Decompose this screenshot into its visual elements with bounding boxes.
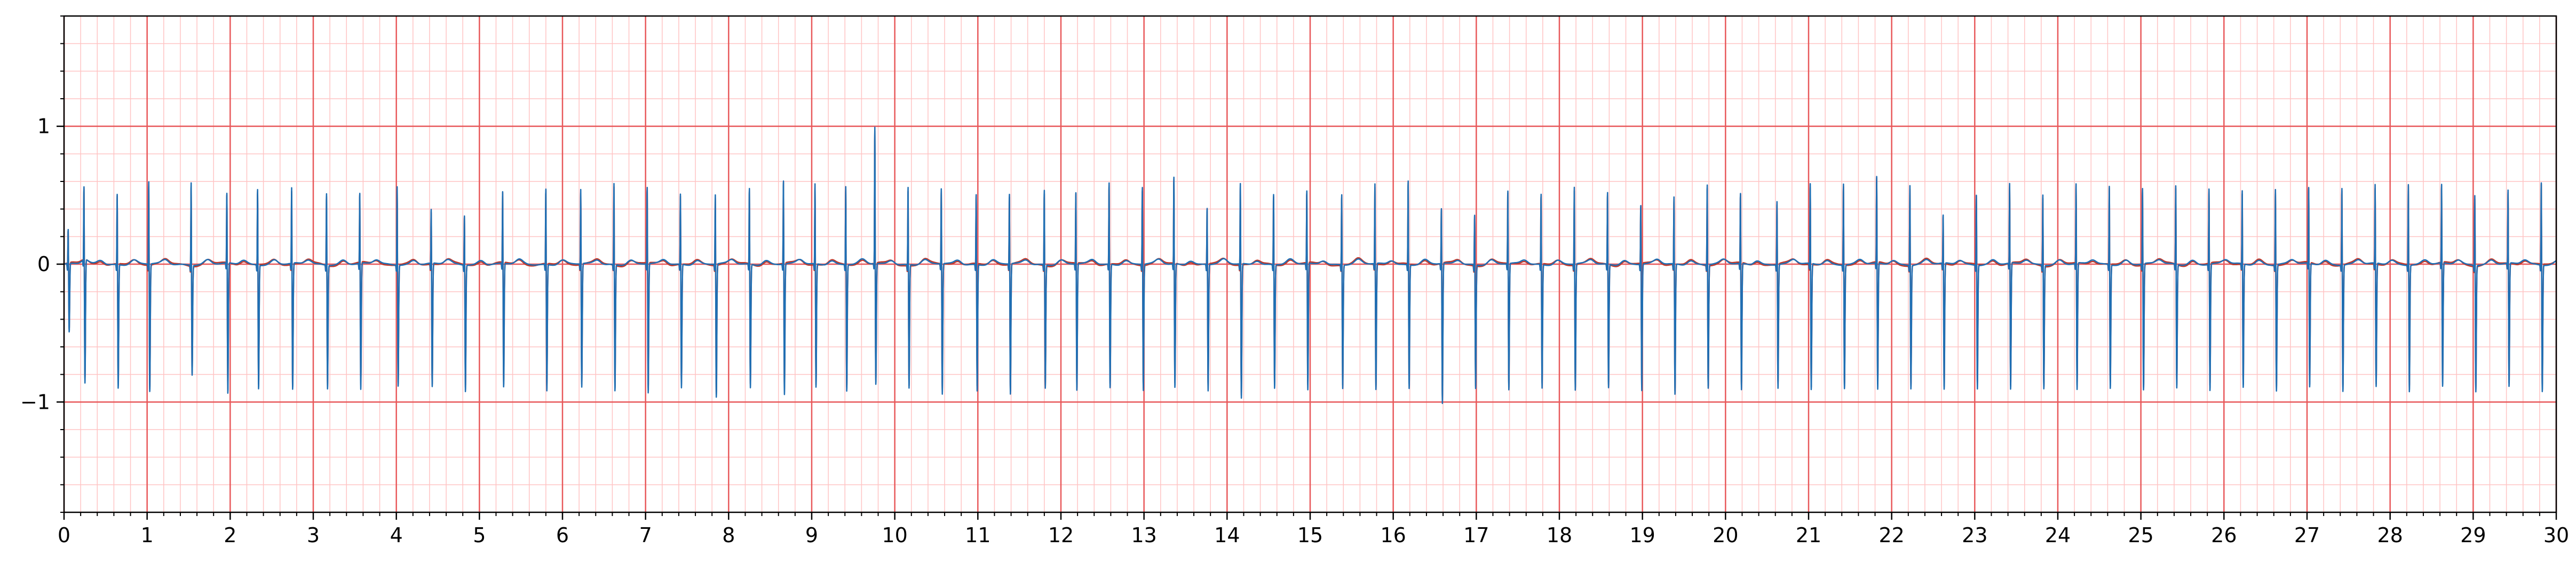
- y-axis: −1 0 1: [20, 15, 64, 513]
- x-axis: 0 1 2 3 4 5 6 7 8 9 10 11 12 13 14 15 16 17 18 19 20 21 22 23 24…: [58, 512, 2569, 547]
- x-tick-label: 16: [1380, 524, 1406, 547]
- x-tick-label: 14: [1214, 524, 1240, 547]
- x-tick-label: 28: [2377, 524, 2403, 547]
- x-tick-label: 7: [639, 524, 652, 547]
- x-tick-label: 5: [473, 524, 486, 547]
- x-tick-label: 24: [2045, 524, 2071, 547]
- x-tick-label: 9: [805, 524, 818, 547]
- x-tick-label: 26: [2211, 524, 2237, 547]
- x-tick-label: 11: [965, 524, 990, 547]
- x-tick-label: 6: [556, 524, 569, 547]
- x-tick-label: 10: [882, 524, 907, 547]
- x-tick-label: 8: [722, 524, 735, 547]
- x-tick-label: 15: [1297, 524, 1323, 547]
- x-tick-label: 18: [1547, 524, 1572, 547]
- x-tick-label: 2: [224, 524, 236, 547]
- x-tick-label: 25: [2128, 524, 2153, 547]
- x-tick-label: 3: [307, 524, 320, 547]
- x-tick-label: 19: [1629, 524, 1655, 547]
- x-tick-label: 1: [141, 524, 154, 547]
- y-tick-label: −1: [20, 390, 50, 414]
- y-tick-label: 1: [37, 115, 50, 138]
- x-tick-label: 30: [2543, 524, 2569, 547]
- x-tick-label: 17: [1463, 524, 1489, 547]
- ecg-trace-blue: [64, 126, 2557, 405]
- x-tick-label: 4: [390, 524, 403, 547]
- x-tick-label: 13: [1131, 524, 1156, 547]
- series-layer: [64, 126, 2557, 405]
- x-tick-label: 29: [2460, 524, 2486, 547]
- x-tick-label: 12: [1048, 524, 1074, 547]
- x-tick-label: 27: [2294, 524, 2320, 547]
- x-tick-label: 21: [1796, 524, 1821, 547]
- y-tick-label: 0: [37, 252, 50, 276]
- x-tick-label: 0: [58, 524, 70, 547]
- x-tick-label: 20: [1713, 524, 1738, 547]
- x-tick-label: 22: [1879, 524, 1904, 547]
- x-tick-label: 23: [1962, 524, 1987, 547]
